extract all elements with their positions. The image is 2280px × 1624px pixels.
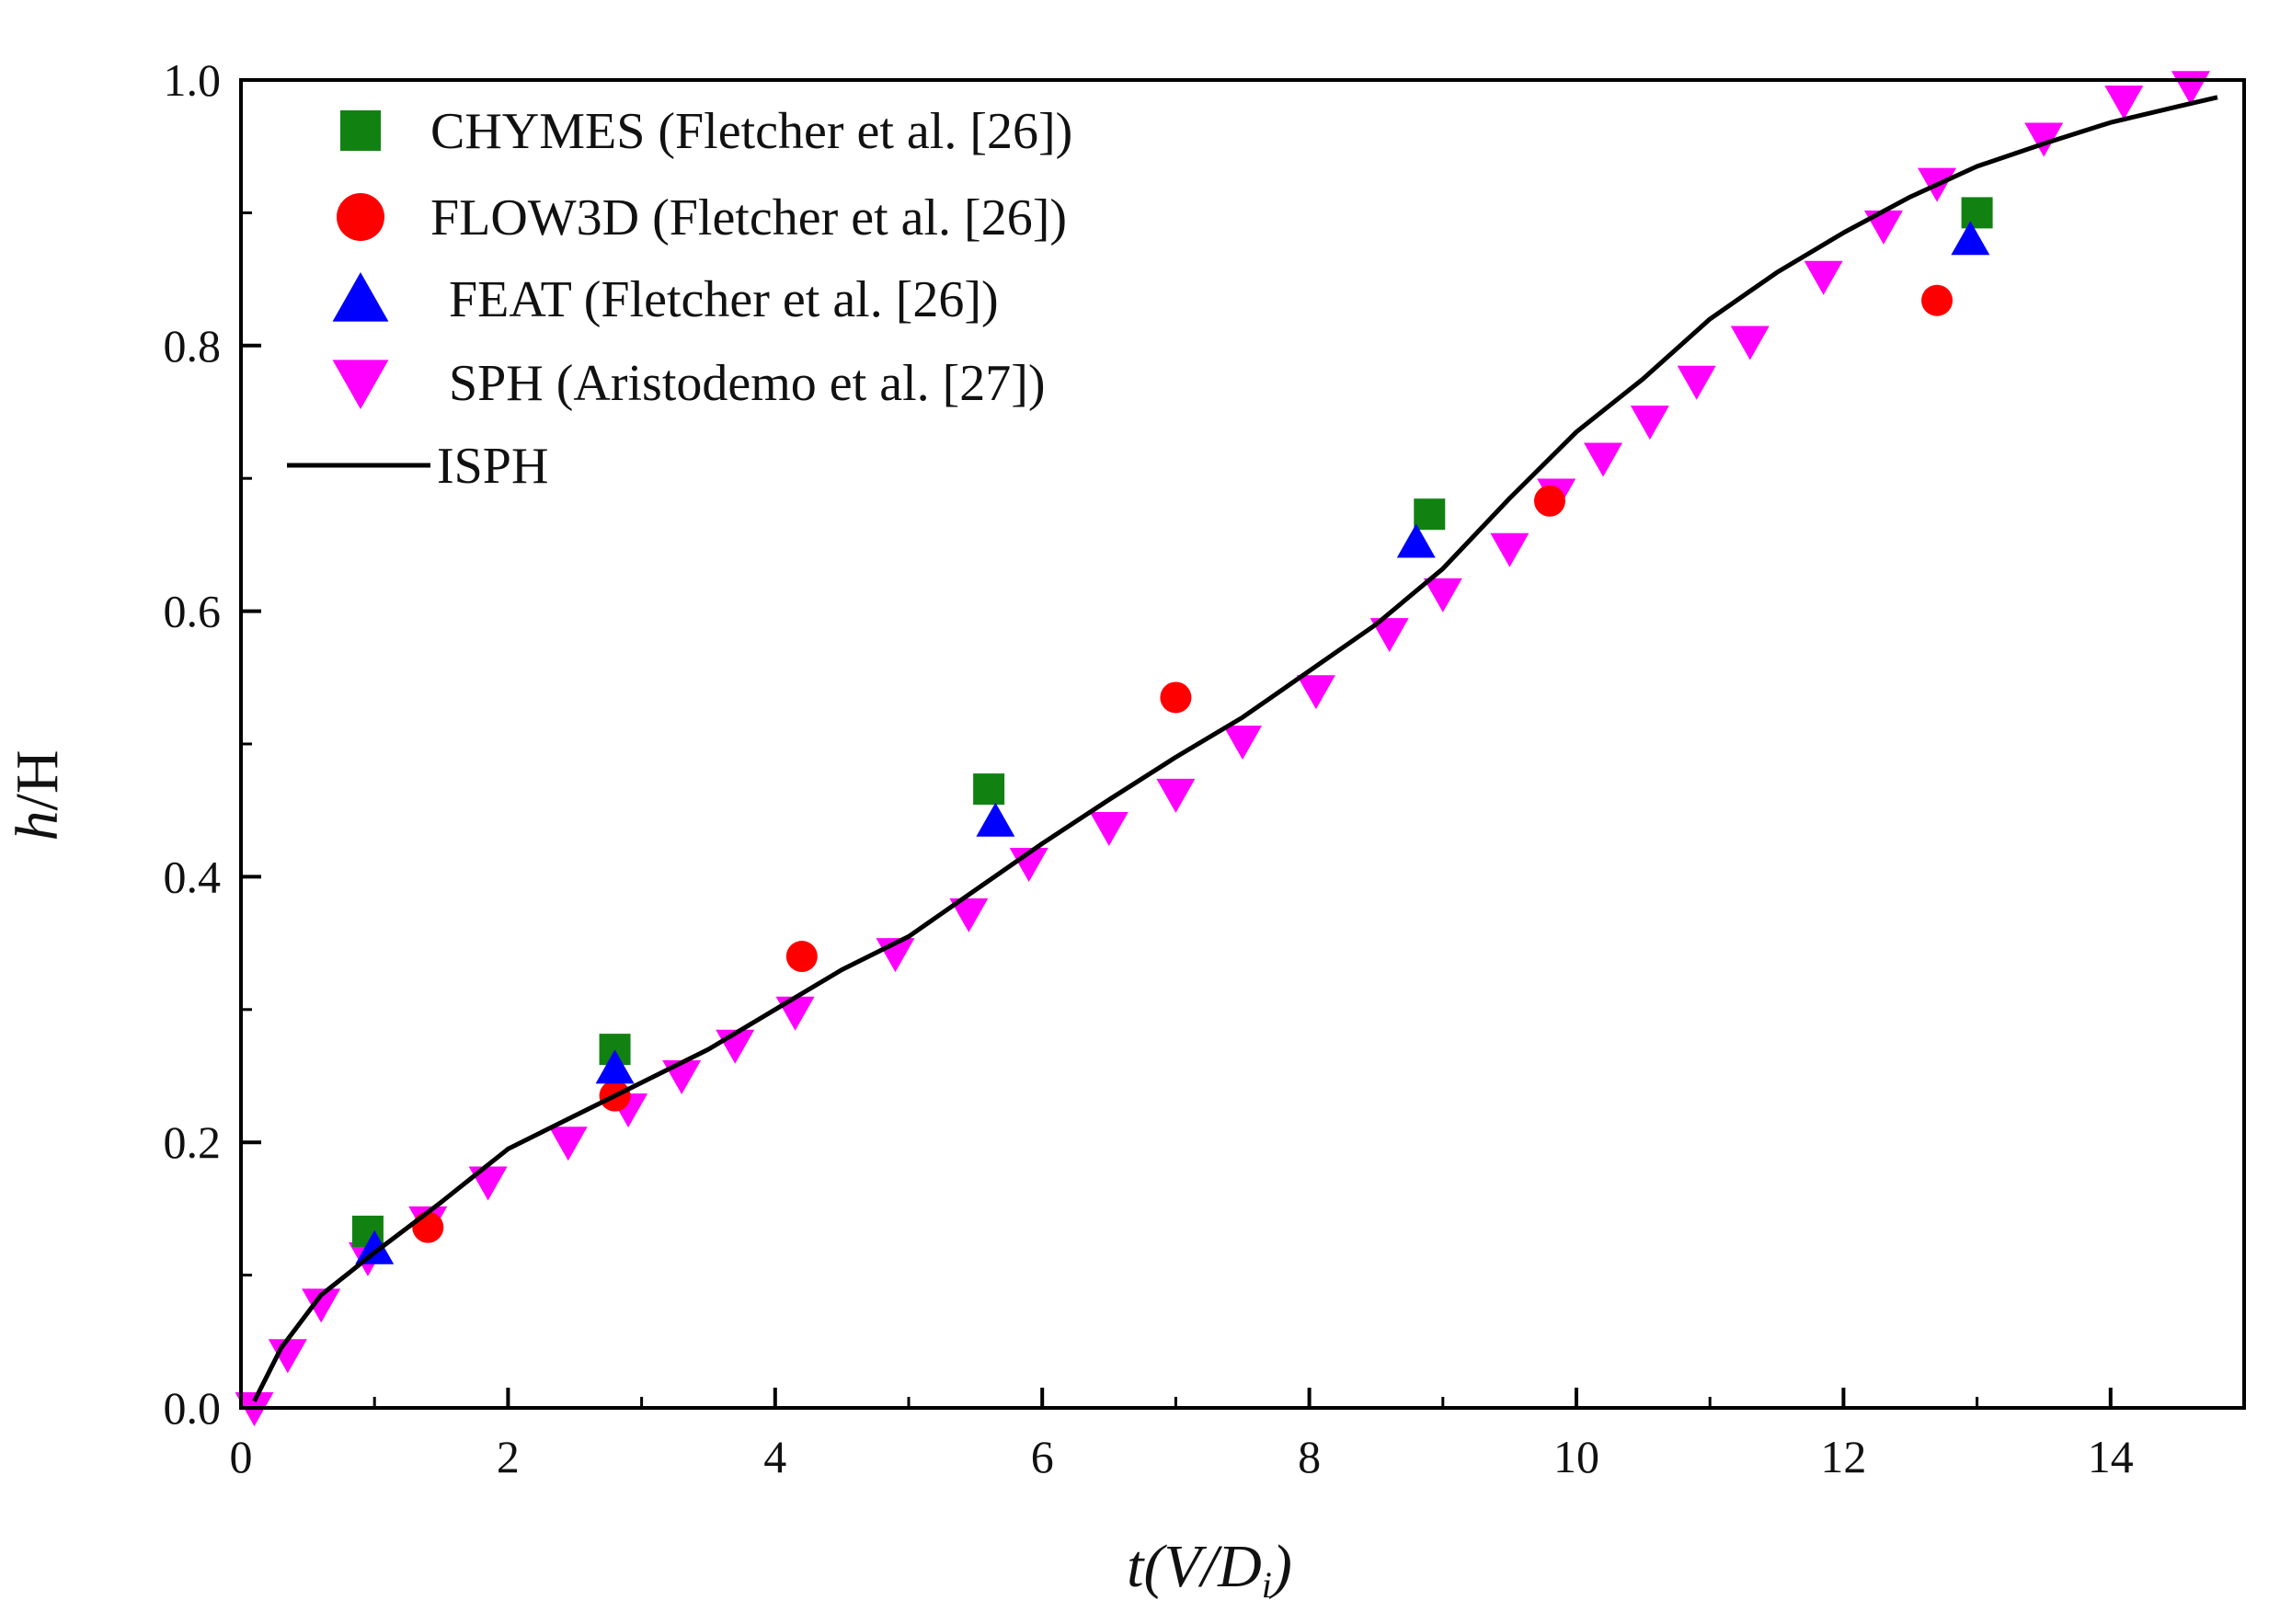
legend-item: CHYMES (Fletcher et al. [26]) [340, 103, 1072, 160]
x-tick-label: 12 [1820, 1431, 1866, 1482]
data-point [1423, 578, 1462, 612]
x-tick-label: 2 [497, 1431, 520, 1482]
y-tick-label: 0.4 [164, 851, 222, 902]
data-point [2104, 86, 2144, 120]
data-point [1677, 365, 1716, 400]
x-tick-label: 4 [763, 1431, 786, 1482]
legend-item: SPH (Aristodemo et al. [27]) [332, 355, 1046, 412]
legend-swatch [337, 193, 384, 241]
y-tick-label: 0.2 [164, 1116, 222, 1168]
y-axis-title-var: h [4, 811, 71, 841]
data-point [976, 802, 1015, 837]
data-point [1296, 675, 1335, 710]
x-tick-label: 6 [1031, 1431, 1054, 1482]
legend-item: FEAT (Fletcher et al. [26]) [332, 271, 999, 328]
data-point [1009, 847, 1048, 882]
data-point [355, 1229, 395, 1264]
data-point [973, 773, 1005, 806]
series-line-isph [252, 95, 2218, 1402]
data-point [412, 1211, 444, 1243]
data-point [1961, 197, 1993, 229]
data-point [1223, 726, 1262, 761]
data-point [595, 1049, 635, 1084]
data-point [1730, 326, 1770, 360]
data-point [1921, 284, 1953, 316]
data-point [548, 1127, 588, 1161]
x-axis-title: t(V/Di) [1127, 1533, 1292, 1606]
legend-label: FEAT (Fletcher et al. [26]) [449, 271, 999, 328]
data-point [1396, 523, 1436, 558]
y-tick-label: 0.0 [164, 1382, 222, 1434]
legend-label: FLOW3D (Fletcher et al. [26]) [430, 189, 1067, 246]
data-point [1369, 618, 1409, 653]
data-layer [235, 71, 2218, 1426]
x-tick-label: 14 [2088, 1431, 2134, 1482]
x-axis-title-main: t(V/D [1127, 1533, 1262, 1600]
data-point [1156, 778, 1196, 813]
data-point [1160, 681, 1192, 714]
series-square [351, 197, 1993, 1247]
data-point [1533, 485, 1565, 517]
axis-ticks: 0 2 4 6 8 10 12 14 0.0 0.2 0.4 0.6 0.8 1.0 [164, 54, 2246, 1482]
data-point [1804, 260, 1843, 295]
legend-swatch [332, 360, 389, 409]
legend-item: FLOW3D (Fletcher et al. [26]) [337, 189, 1067, 246]
y-axis-title: h/H [4, 750, 71, 841]
data-point [1089, 811, 1129, 846]
series-triangle-up [355, 221, 1990, 1264]
series-triangle-down [235, 71, 2210, 1426]
data-point [268, 1339, 307, 1374]
legend-swatch [340, 110, 381, 151]
legend-label: SPH (Aristodemo et al. [27]) [449, 355, 1046, 412]
x-axis-title-sub: i [1262, 1564, 1272, 1606]
data-point [302, 1288, 341, 1323]
y-tick-label: 0.8 [164, 320, 222, 372]
data-point [2024, 122, 2064, 157]
legend-item: ISPH [287, 438, 548, 495]
data-point [1490, 532, 1530, 567]
data-point [949, 898, 989, 932]
data-point [1630, 406, 1669, 440]
data-point [785, 941, 818, 973]
y-tick-label: 0.6 [164, 586, 222, 637]
data-point [1414, 498, 1446, 531]
y-tick-label: 1.0 [164, 54, 222, 106]
data-point [1584, 442, 1623, 477]
x-tick-label: 10 [1553, 1431, 1599, 1482]
y-axis-title-rest: /H [4, 750, 71, 811]
data-point [1951, 221, 1990, 256]
x-axis-title-close: ) [1268, 1533, 1292, 1600]
legend-label: CHYMES (Fletcher et al. [26]) [430, 103, 1072, 160]
x-tick-label: 8 [1298, 1431, 1321, 1482]
legend-label: ISPH [437, 438, 548, 495]
legend: CHYMES (Fletcher et al. [26]) FLOW3D (Fle… [287, 103, 1072, 495]
x-tick-label: 0 [230, 1431, 253, 1482]
legend-swatch [332, 272, 389, 322]
